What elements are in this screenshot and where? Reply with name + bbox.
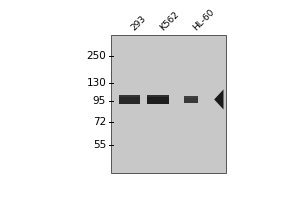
Bar — [111, 35, 226, 173]
Polygon shape — [214, 89, 224, 109]
Bar — [147, 95, 170, 104]
Text: K562: K562 — [158, 10, 181, 32]
Text: 130: 130 — [86, 78, 106, 88]
Text: 250: 250 — [86, 51, 106, 61]
Text: 293: 293 — [129, 14, 148, 32]
Bar — [119, 95, 140, 97]
Bar — [119, 95, 140, 104]
Bar — [184, 96, 198, 103]
Text: HL-60: HL-60 — [191, 7, 216, 32]
Bar — [147, 95, 170, 97]
Text: 95: 95 — [93, 96, 106, 106]
Text: 55: 55 — [93, 140, 106, 150]
Text: 72: 72 — [93, 117, 106, 127]
Bar — [184, 96, 198, 98]
